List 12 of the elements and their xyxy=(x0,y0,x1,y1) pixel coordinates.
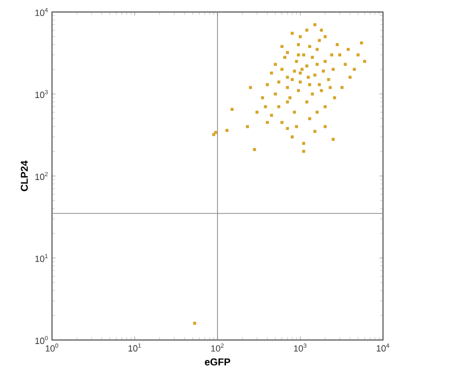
x-tick-label: 10$^{3}$ xyxy=(294,344,306,352)
x-tick-label: 10$^{0}$ xyxy=(46,344,58,352)
x-tick-label: 10$^{2}$ xyxy=(211,344,224,352)
y-tick-label: 10$^{0}$ xyxy=(35,336,48,344)
y-tick-label: 10$^{2}$ xyxy=(35,172,48,180)
y-axis-title: CLP24 xyxy=(20,160,28,192)
y-tick-label: 10$^{4}$ xyxy=(35,8,48,16)
y-tick-label: 10$^{3}$ xyxy=(35,90,48,98)
y-tick-label: 10$^{1}$ xyxy=(35,254,48,262)
x-tick-label: 10$^{4}$ xyxy=(376,344,390,352)
x-tick-label: 10$^{1}$ xyxy=(128,344,141,352)
x-axis-title: eGFP xyxy=(204,358,230,366)
